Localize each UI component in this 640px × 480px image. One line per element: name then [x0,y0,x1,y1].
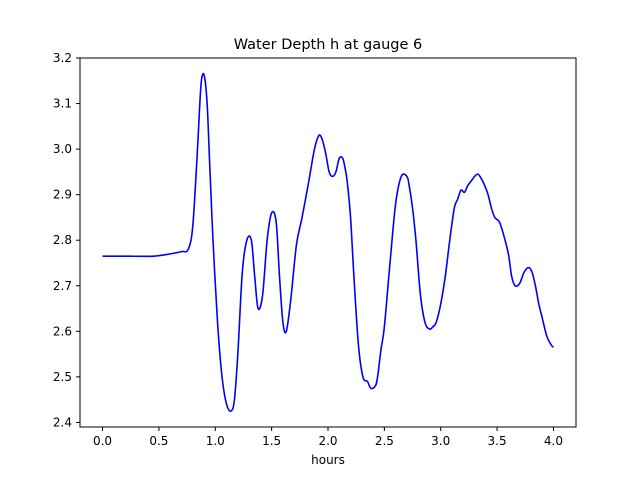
y-tick-label: 2.7 [53,279,72,293]
x-axis-label: hours [311,453,345,467]
x-tick-label: 3.5 [488,434,507,448]
x-tick-label: 0.0 [93,434,112,448]
y-tick-label: 2.4 [53,415,72,429]
chart-title: Water Depth h at gauge 6 [234,37,422,53]
series-layer [102,72,555,413]
x-tick-label: 4.0 [544,434,563,448]
x-tick-label: 2.5 [375,434,394,448]
x-tick-label: 0.5 [149,434,168,448]
y-tick-label: 3.0 [53,142,72,156]
y-tick-label: 2.8 [53,233,72,247]
y-tick-label: 3.2 [53,51,72,65]
y-tick-label: 3.1 [53,97,72,111]
y-tick-label: 2.9 [53,188,72,202]
series-line [102,72,555,413]
y-tick-label: 2.5 [53,370,72,384]
x-tick-label: 1.0 [206,434,225,448]
x-tick-label: 2.0 [318,434,337,448]
y-tick-label: 2.6 [53,324,72,338]
x-tick-label: 1.5 [262,434,281,448]
x-tick-label: 3.0 [431,434,450,448]
x-axis: 0.0 0.5 1.0 1.5 2.0 2.5 3.0 3.5 4.0 [93,427,563,448]
y-axis: 2.4 2.5 2.6 2.7 2.8 2.9 3.0 3.1 3.2 [53,51,80,429]
